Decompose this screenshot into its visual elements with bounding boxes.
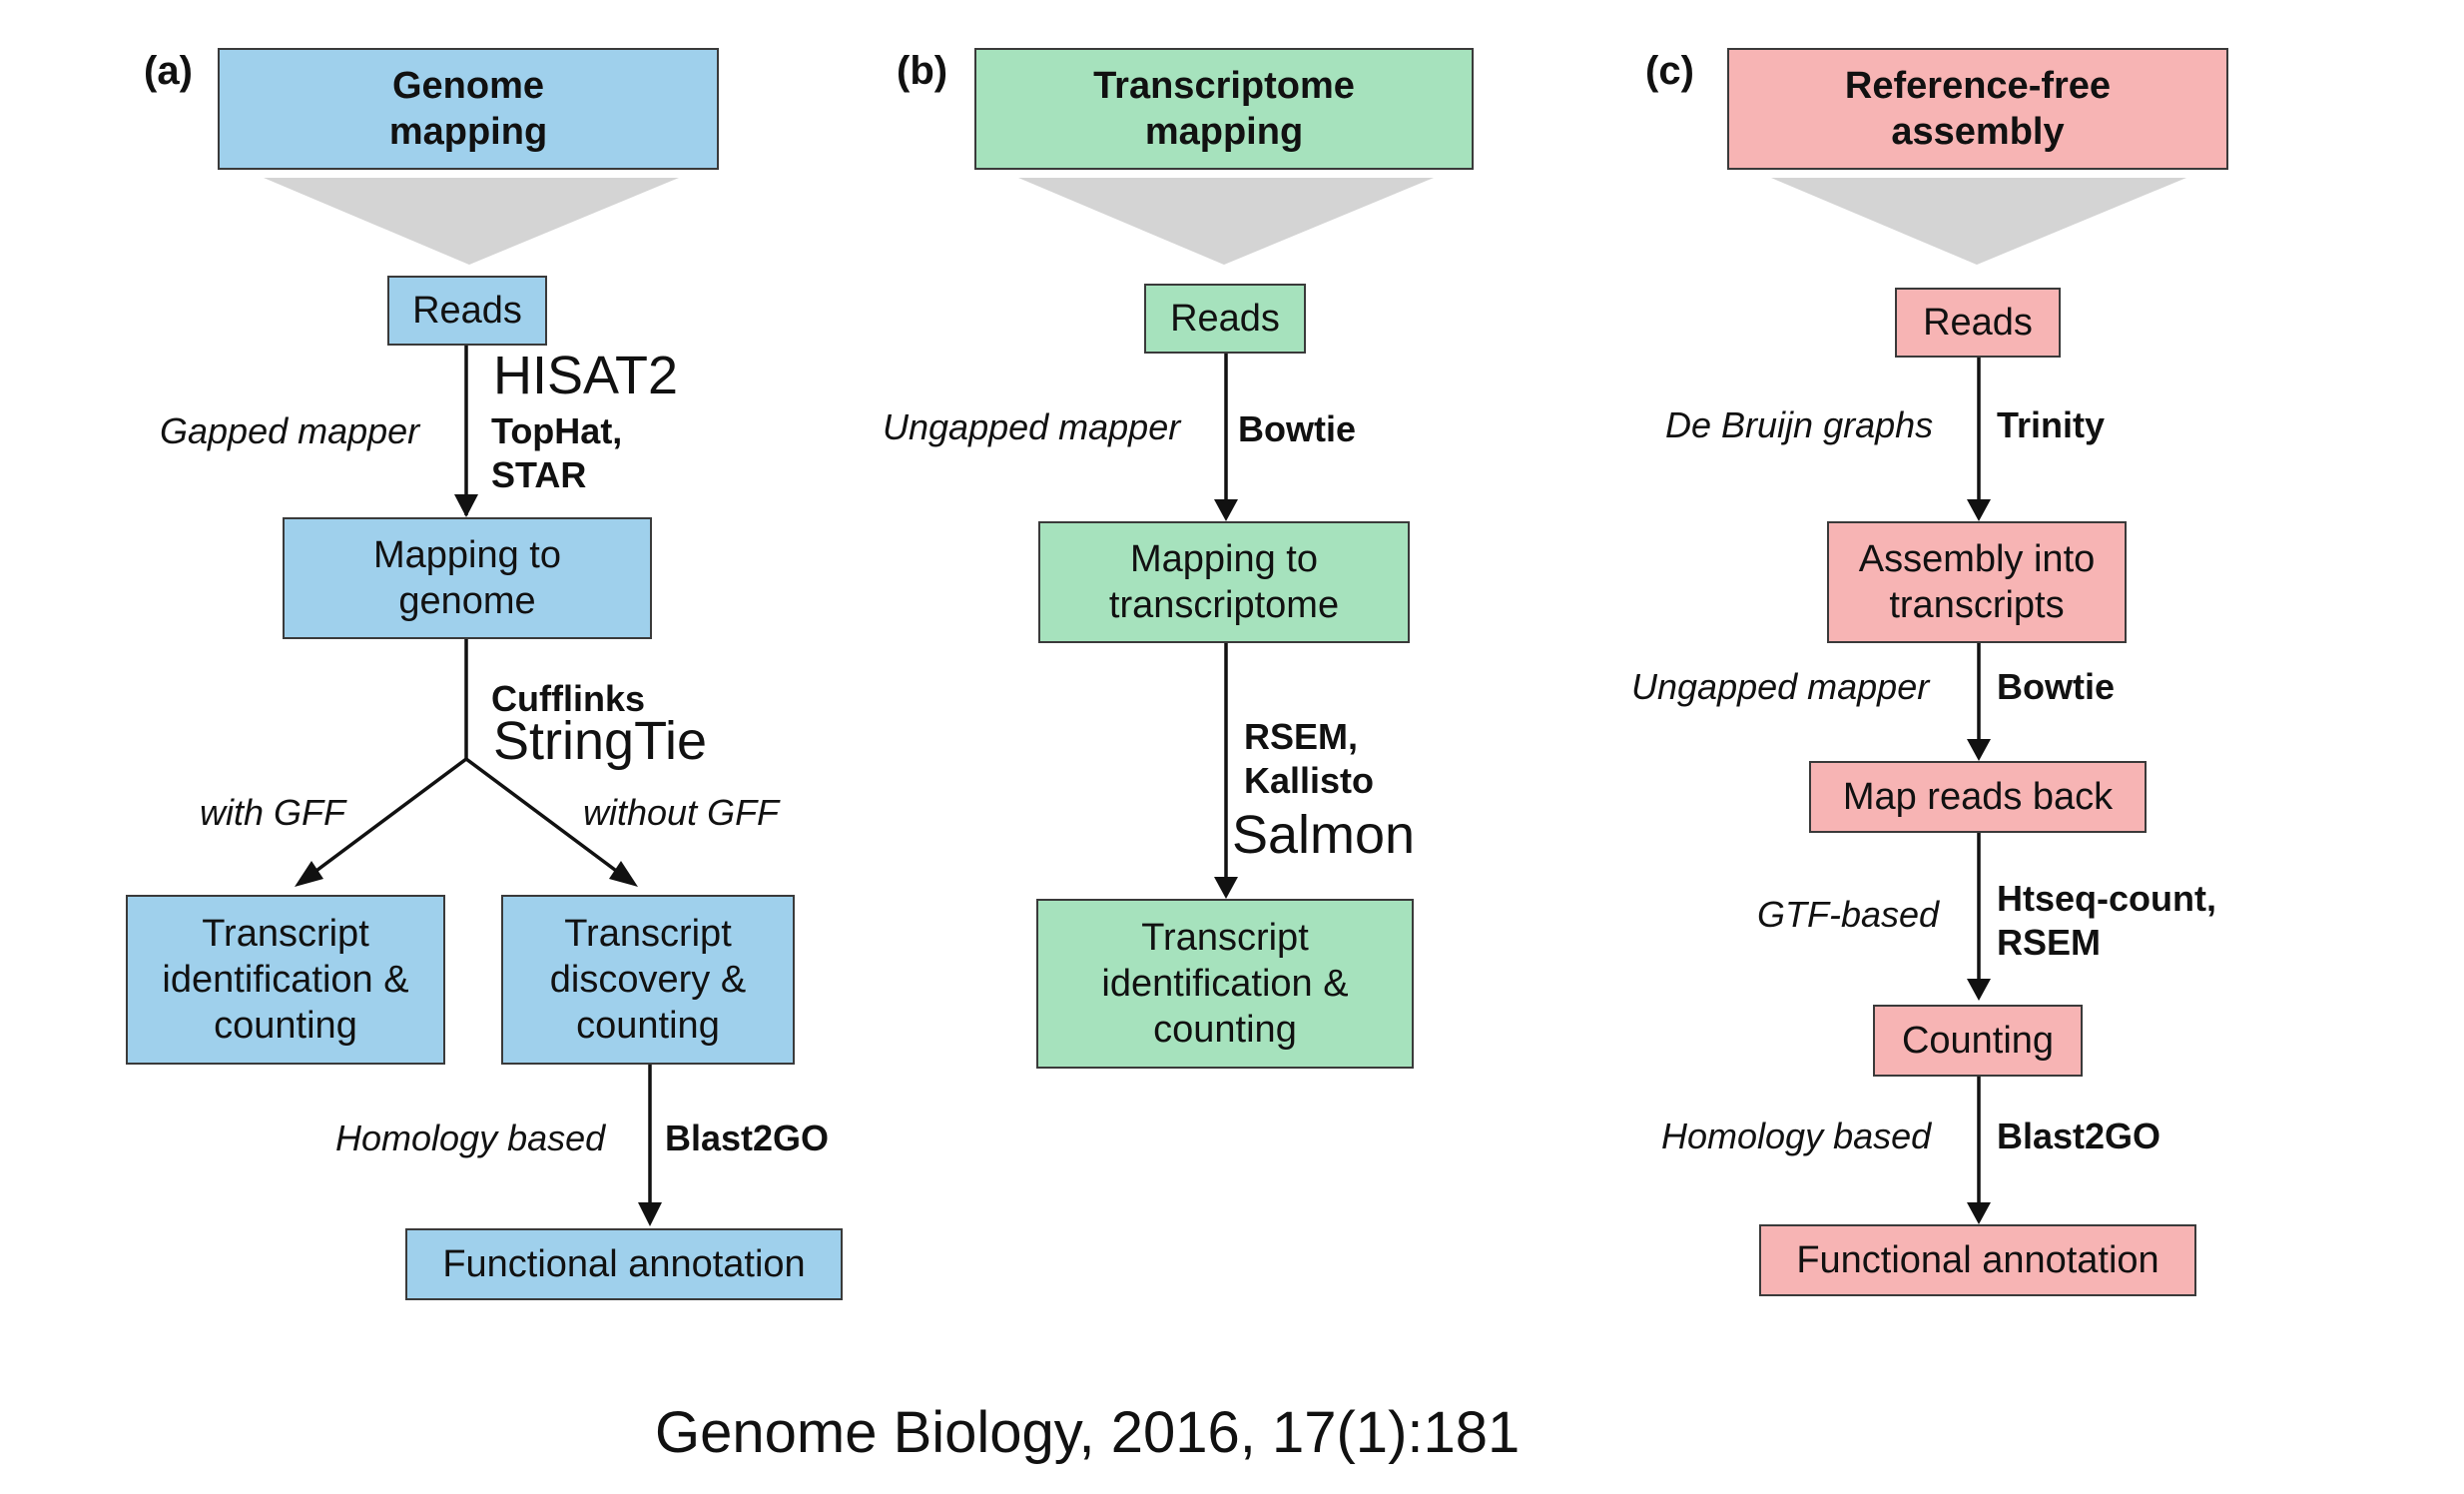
map-reads-back-box: Map reads back xyxy=(1809,761,2147,833)
reads-box-c-text: Reads xyxy=(1923,302,2033,344)
salmon-label: Salmon xyxy=(1232,805,1416,865)
htseq-rsem-label: Htseq-count, RSEM xyxy=(1997,878,2216,963)
citation-text: Genome Biology, 2016, 17(1):181 xyxy=(655,1400,1521,1465)
panel-a-label: (a) xyxy=(144,49,193,93)
arrowhead-a-right xyxy=(609,861,638,887)
transcript-discovery-box: Transcript discovery & counting xyxy=(501,895,795,1065)
functional-annotation-box-a: Functional annotation xyxy=(405,1228,843,1300)
counting-box: Counting xyxy=(1873,1005,2083,1077)
reference-free-assembly-header: Reference-free assembly xyxy=(1727,48,2228,170)
arrowhead-c3 xyxy=(1967,979,1991,1001)
without-gff-label: without GFF xyxy=(583,792,780,833)
funnel-a xyxy=(264,178,679,265)
reference-free-assembly-header-text: Reference-free assembly xyxy=(1844,65,2112,153)
ungapped-mapper-label-b: Ungapped mapper xyxy=(883,406,1181,447)
reads-box-b: Reads xyxy=(1144,284,1306,354)
assembly-into-transcripts-text: Assembly into transcripts xyxy=(1858,538,2096,626)
funnel-b xyxy=(1018,178,1434,265)
transcriptome-mapping-header: Transcriptome mapping xyxy=(974,48,1474,170)
mapping-to-transcriptome-box: Mapping to transcriptome xyxy=(1038,521,1410,643)
transcript-discovery-text: Transcript discovery & counting xyxy=(549,913,747,1047)
panel-c-label: (c) xyxy=(1645,49,1694,93)
transcript-identification-text-b: Transcript identification & counting xyxy=(1101,917,1349,1051)
reads-box-b-text: Reads xyxy=(1170,298,1280,340)
gtf-based-label: GTF-based xyxy=(1757,894,1940,935)
transcriptome-mapping-header-text: Transcriptome mapping xyxy=(1093,65,1355,153)
mapping-to-transcriptome-text: Mapping to transcriptome xyxy=(1108,538,1340,626)
transcript-identification-box-b: Transcript identification & counting xyxy=(1036,899,1414,1069)
panel-b-label: (b) xyxy=(897,49,948,93)
hisat2-label: HISAT2 xyxy=(493,346,679,405)
arrowhead-c4 xyxy=(1967,1202,1991,1224)
arrowhead-c1 xyxy=(1967,499,1991,521)
reads-box-c: Reads xyxy=(1895,288,2061,358)
assembly-into-transcripts-box: Assembly into transcripts xyxy=(1827,521,2127,643)
mapping-to-genome-box: Mapping to genome xyxy=(283,517,652,639)
line-a-split-right xyxy=(464,757,629,881)
reads-box-a: Reads xyxy=(387,276,547,346)
transcript-identification-text-a: Transcript identification & counting xyxy=(162,913,409,1047)
genome-mapping-header: Genome mapping xyxy=(218,48,719,170)
blast2go-label-c: Blast2GO xyxy=(1997,1116,2161,1156)
gapped-mapper-label: Gapped mapper xyxy=(160,410,420,451)
arrowhead-a-left xyxy=(295,861,323,887)
transcript-identification-box-a: Transcript identification & counting xyxy=(126,895,445,1065)
ungapped-mapper-label-c: Ungapped mapper xyxy=(1631,666,1930,707)
trinity-label: Trinity xyxy=(1997,404,2106,445)
homology-based-label-a: Homology based xyxy=(335,1118,606,1158)
reads-box-a-text: Reads xyxy=(412,290,522,332)
tophat-star-label: TopHat, STAR xyxy=(491,410,623,495)
with-gff-label: with GFF xyxy=(200,792,346,833)
arrowhead-b1 xyxy=(1214,499,1238,521)
functional-annotation-text-a: Functional annotation xyxy=(442,1243,806,1285)
functional-annotation-text-c: Functional annotation xyxy=(1796,1239,2159,1281)
arrowhead-a-annotation xyxy=(638,1202,662,1226)
arrowhead-b2 xyxy=(1214,877,1238,899)
funnel-c xyxy=(1771,178,2186,265)
stringtie-label: StringTie xyxy=(493,711,708,771)
rsem-kallisto-label: RSEM, Kallisto xyxy=(1244,716,1375,801)
blast2go-label-a: Blast2GO xyxy=(665,1118,830,1158)
bowtie-label-c: Bowtie xyxy=(1997,666,2116,707)
arrowhead-a1 xyxy=(454,494,478,517)
line-a-split-left xyxy=(304,757,468,881)
genome-mapping-header-text: Genome mapping xyxy=(388,65,548,153)
cufflinks-label: Cufflinks xyxy=(491,678,646,719)
de-bruijn-label: De Bruijn graphs xyxy=(1665,404,1934,445)
functional-annotation-box-c: Functional annotation xyxy=(1759,1224,2196,1296)
counting-text: Counting xyxy=(1901,1020,2055,1062)
mapping-to-genome-text: Mapping to genome xyxy=(372,534,561,622)
arrowhead-c2 xyxy=(1967,739,1991,761)
bowtie-label-b: Bowtie xyxy=(1238,408,1357,449)
map-reads-back-text: Map reads back xyxy=(1842,776,2114,818)
homology-based-label-c: Homology based xyxy=(1661,1116,1932,1156)
